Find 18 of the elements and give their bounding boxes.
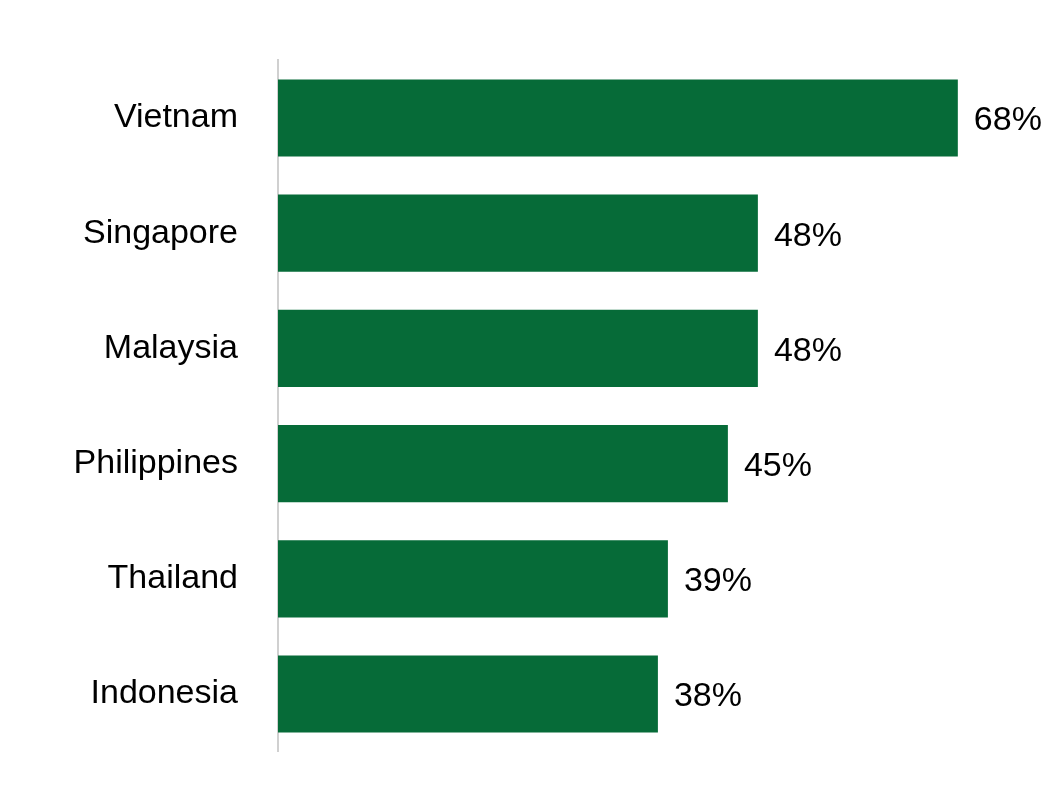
bar [278, 79, 958, 157]
y-tick-label: Thailand [107, 557, 238, 596]
data-label: 68% [973, 99, 1042, 138]
y-tick-label: Indonesia [90, 672, 239, 711]
bar [278, 309, 758, 387]
bar [278, 540, 668, 618]
y-tick-label: Vietnam [113, 96, 238, 135]
y-tick-label: Philippines [73, 441, 238, 480]
y-tick-label: Malaysia [103, 326, 239, 365]
data-label: 48% [773, 214, 842, 253]
data-label: 39% [683, 560, 752, 599]
data-label: 45% [743, 444, 812, 483]
data-label: 38% [673, 675, 742, 714]
y-tick-label: Singapore [82, 211, 238, 250]
bar [278, 194, 758, 272]
data-label: 48% [773, 329, 842, 368]
bar [278, 425, 728, 503]
bar [278, 655, 658, 733]
